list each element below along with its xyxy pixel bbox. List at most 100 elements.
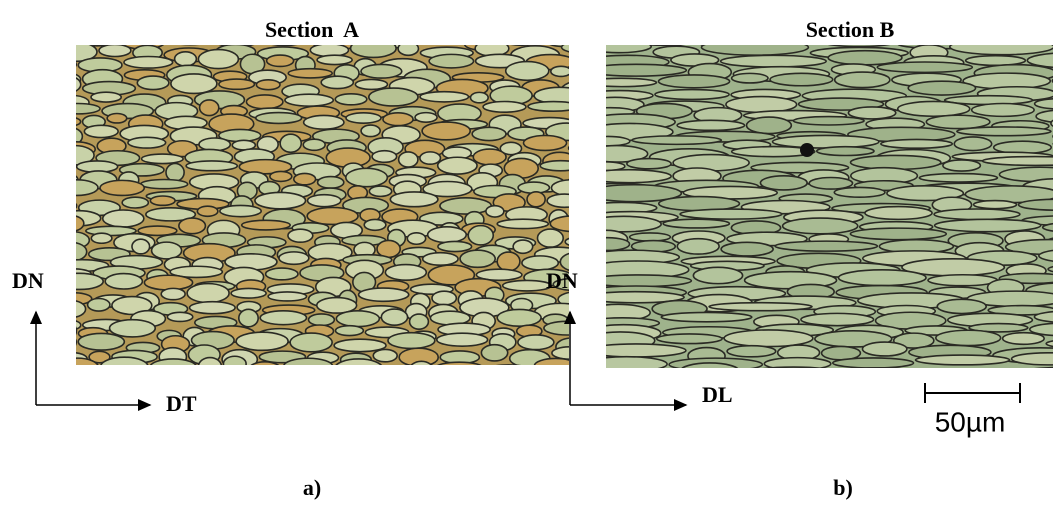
grain	[100, 180, 144, 195]
grain	[56, 322, 76, 340]
grain	[881, 139, 952, 148]
grain	[56, 201, 77, 211]
grain	[407, 233, 425, 244]
grain	[144, 275, 192, 290]
grain	[101, 357, 148, 376]
grain	[422, 122, 470, 140]
grain	[336, 326, 364, 336]
grain	[579, 145, 611, 161]
grain	[629, 37, 697, 46]
grain	[982, 157, 1053, 166]
axis-label: DT	[166, 391, 197, 416]
grain	[256, 80, 280, 90]
grain	[56, 273, 103, 289]
grain	[627, 159, 671, 169]
grain	[586, 78, 657, 86]
grain	[544, 32, 581, 46]
grain	[586, 238, 630, 251]
grain	[56, 215, 84, 231]
grain	[56, 29, 74, 48]
grain	[544, 321, 590, 335]
grain	[764, 358, 830, 370]
grain	[56, 173, 78, 187]
grain	[132, 239, 150, 254]
grain	[497, 219, 548, 228]
grain	[586, 275, 691, 287]
grain	[483, 101, 526, 112]
grain	[551, 180, 591, 196]
grain	[359, 288, 409, 301]
grain	[308, 195, 341, 207]
grain	[137, 76, 169, 89]
grain	[415, 113, 437, 123]
grain	[468, 226, 493, 245]
grain	[773, 135, 879, 148]
grain	[586, 216, 661, 231]
grain	[657, 334, 722, 344]
grain	[56, 242, 87, 261]
grain	[364, 219, 386, 230]
grain	[943, 160, 981, 171]
grain	[239, 309, 258, 326]
grain	[438, 241, 472, 251]
grain	[437, 333, 488, 346]
grain	[141, 180, 188, 189]
grain	[390, 192, 438, 207]
grain	[78, 333, 124, 350]
grain	[236, 332, 288, 350]
grain	[288, 69, 332, 78]
grain	[472, 127, 506, 140]
caption: a)	[303, 475, 321, 500]
grain	[369, 186, 391, 196]
grain	[724, 330, 813, 347]
grain	[335, 359, 383, 378]
grain	[518, 335, 554, 350]
grain	[381, 309, 407, 325]
grain	[661, 312, 752, 321]
grain	[586, 136, 630, 145]
grain	[197, 206, 217, 216]
grain	[198, 50, 238, 69]
grain	[877, 62, 972, 72]
grain	[56, 358, 99, 377]
grain	[242, 220, 290, 230]
grain	[321, 76, 353, 88]
grain	[76, 31, 119, 46]
grain	[383, 113, 413, 126]
grain	[128, 137, 166, 148]
grain	[677, 239, 719, 254]
grain	[432, 291, 456, 305]
grain	[834, 187, 885, 197]
grain	[473, 149, 506, 165]
grain	[528, 102, 579, 112]
scale-label: 50µm	[935, 406, 1006, 437]
grain	[420, 92, 468, 102]
grain	[663, 219, 729, 228]
grain	[105, 274, 142, 289]
grain	[268, 292, 306, 301]
grain	[471, 92, 489, 102]
grain	[124, 56, 173, 68]
grain	[974, 201, 1017, 209]
grain	[1020, 367, 1053, 377]
grain	[908, 81, 975, 95]
grain	[56, 293, 92, 305]
grain	[760, 176, 807, 190]
grain	[460, 250, 495, 267]
grain	[369, 88, 418, 106]
grain	[481, 345, 507, 361]
grain	[56, 180, 98, 196]
grain	[586, 344, 686, 357]
panel-title: Section A	[265, 17, 359, 42]
grain	[937, 299, 986, 313]
grain	[309, 314, 335, 326]
grain	[537, 229, 563, 247]
grain	[570, 211, 600, 222]
grain	[336, 311, 379, 327]
grain	[513, 240, 533, 253]
grain	[294, 173, 316, 184]
grain	[1003, 333, 1045, 345]
grain	[950, 39, 1053, 55]
grain	[966, 56, 1026, 66]
micrograph	[56, 27, 633, 381]
